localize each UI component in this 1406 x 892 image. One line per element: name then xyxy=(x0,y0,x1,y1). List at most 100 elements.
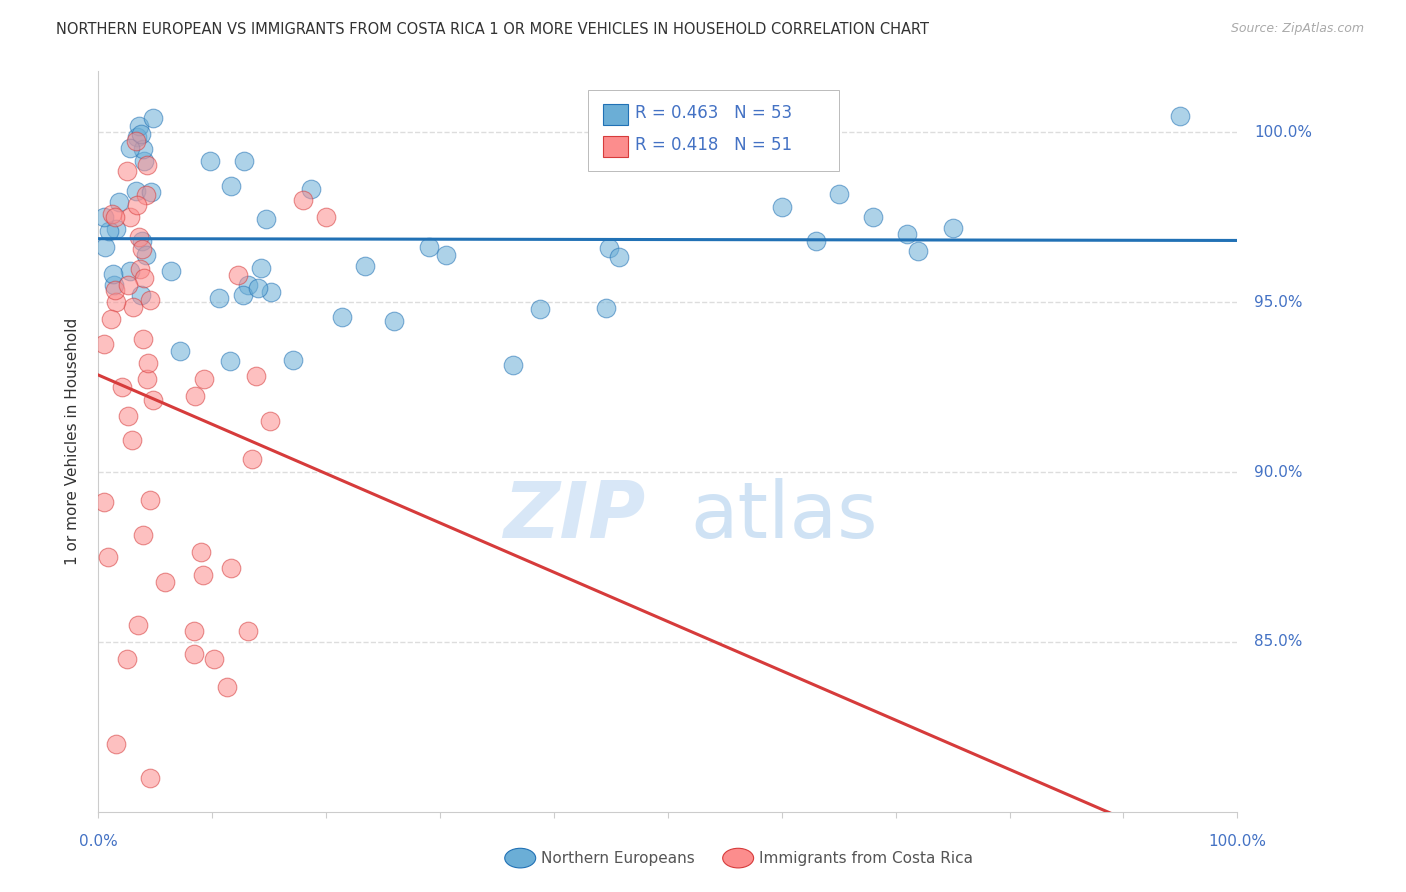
Point xyxy=(118,264,141,278)
Text: 100.0%: 100.0% xyxy=(1208,834,1267,849)
Point xyxy=(502,358,524,372)
Point xyxy=(111,379,134,393)
Point xyxy=(250,261,273,276)
Point xyxy=(434,248,457,262)
Point xyxy=(247,281,270,295)
Point xyxy=(121,433,143,447)
Point xyxy=(134,188,156,202)
Point xyxy=(138,293,160,307)
Point xyxy=(598,241,620,255)
Point xyxy=(202,651,225,665)
Point xyxy=(219,560,242,574)
Point xyxy=(184,389,207,403)
Point xyxy=(128,230,150,244)
Bar xyxy=(603,104,628,125)
Point xyxy=(132,528,155,542)
Point xyxy=(198,154,221,169)
Point xyxy=(245,368,267,383)
Point xyxy=(155,575,177,590)
Point xyxy=(105,295,128,310)
Point xyxy=(136,356,159,370)
Point xyxy=(104,283,127,297)
Point xyxy=(131,243,153,257)
Point xyxy=(136,372,159,386)
Point xyxy=(93,495,115,509)
Point xyxy=(117,409,139,423)
Point xyxy=(529,301,551,316)
Bar xyxy=(603,136,628,156)
Point xyxy=(138,771,160,785)
Point xyxy=(122,300,145,314)
Text: NORTHERN EUROPEAN VS IMMIGRANTS FROM COSTA RICA 1 OR MORE VEHICLES IN HOUSEHOLD : NORTHERN EUROPEAN VS IMMIGRANTS FROM COS… xyxy=(56,22,929,37)
Point xyxy=(256,211,278,226)
Text: Northern Europeans: Northern Europeans xyxy=(541,851,695,865)
Point xyxy=(115,164,138,178)
Point xyxy=(226,268,249,282)
Point xyxy=(183,647,205,661)
Point xyxy=(108,195,131,210)
Text: 85.0%: 85.0% xyxy=(1254,634,1303,649)
Point xyxy=(907,244,929,259)
Point xyxy=(215,680,238,694)
Point xyxy=(281,353,304,368)
Point xyxy=(315,211,337,225)
Point xyxy=(142,111,165,125)
Point xyxy=(770,200,793,214)
Point xyxy=(100,311,122,326)
Point xyxy=(118,210,141,224)
Point xyxy=(218,353,240,368)
Point xyxy=(104,211,127,225)
Point xyxy=(607,250,630,264)
Point xyxy=(330,310,353,324)
Point xyxy=(132,154,155,169)
Point xyxy=(232,288,254,302)
Text: 95.0%: 95.0% xyxy=(1254,294,1303,310)
Point xyxy=(101,206,124,220)
Point xyxy=(942,220,965,235)
Point xyxy=(129,127,152,141)
Point xyxy=(120,141,142,155)
Point xyxy=(141,185,163,199)
Point xyxy=(238,624,260,639)
Point xyxy=(132,142,155,156)
Point xyxy=(97,223,120,237)
Point xyxy=(259,285,281,299)
Text: 100.0%: 100.0% xyxy=(1254,125,1312,140)
Point xyxy=(127,618,149,632)
Point xyxy=(595,301,617,316)
Point xyxy=(804,234,827,248)
Point xyxy=(129,288,152,302)
Text: 0.0%: 0.0% xyxy=(79,834,118,849)
Point xyxy=(354,259,377,273)
Point xyxy=(219,179,242,194)
Point xyxy=(93,337,115,351)
Point xyxy=(1170,108,1192,122)
Point xyxy=(169,344,191,359)
Text: Immigrants from Costa Rica: Immigrants from Costa Rica xyxy=(759,851,973,865)
Point xyxy=(240,452,263,467)
Point xyxy=(190,545,212,559)
Point xyxy=(159,264,181,278)
Point xyxy=(862,211,884,225)
Text: R = 0.463   N = 53: R = 0.463 N = 53 xyxy=(636,103,792,122)
Point xyxy=(103,277,125,292)
Point xyxy=(191,567,214,582)
Point xyxy=(115,652,138,666)
Text: ZIP: ZIP xyxy=(503,477,645,554)
Point xyxy=(139,492,162,507)
Point xyxy=(193,372,215,386)
Point xyxy=(125,130,148,145)
Point xyxy=(117,277,139,292)
Text: Source: ZipAtlas.com: Source: ZipAtlas.com xyxy=(1230,22,1364,36)
Y-axis label: 1 or more Vehicles in Household: 1 or more Vehicles in Household xyxy=(65,318,80,566)
Point xyxy=(93,210,115,224)
Point xyxy=(135,248,157,262)
Point xyxy=(183,624,205,638)
Point xyxy=(828,186,851,201)
Point xyxy=(124,134,146,148)
Point xyxy=(142,392,165,407)
Text: 90.0%: 90.0% xyxy=(1254,465,1303,480)
Point xyxy=(208,291,231,305)
Point xyxy=(233,154,256,169)
Point xyxy=(896,227,918,242)
